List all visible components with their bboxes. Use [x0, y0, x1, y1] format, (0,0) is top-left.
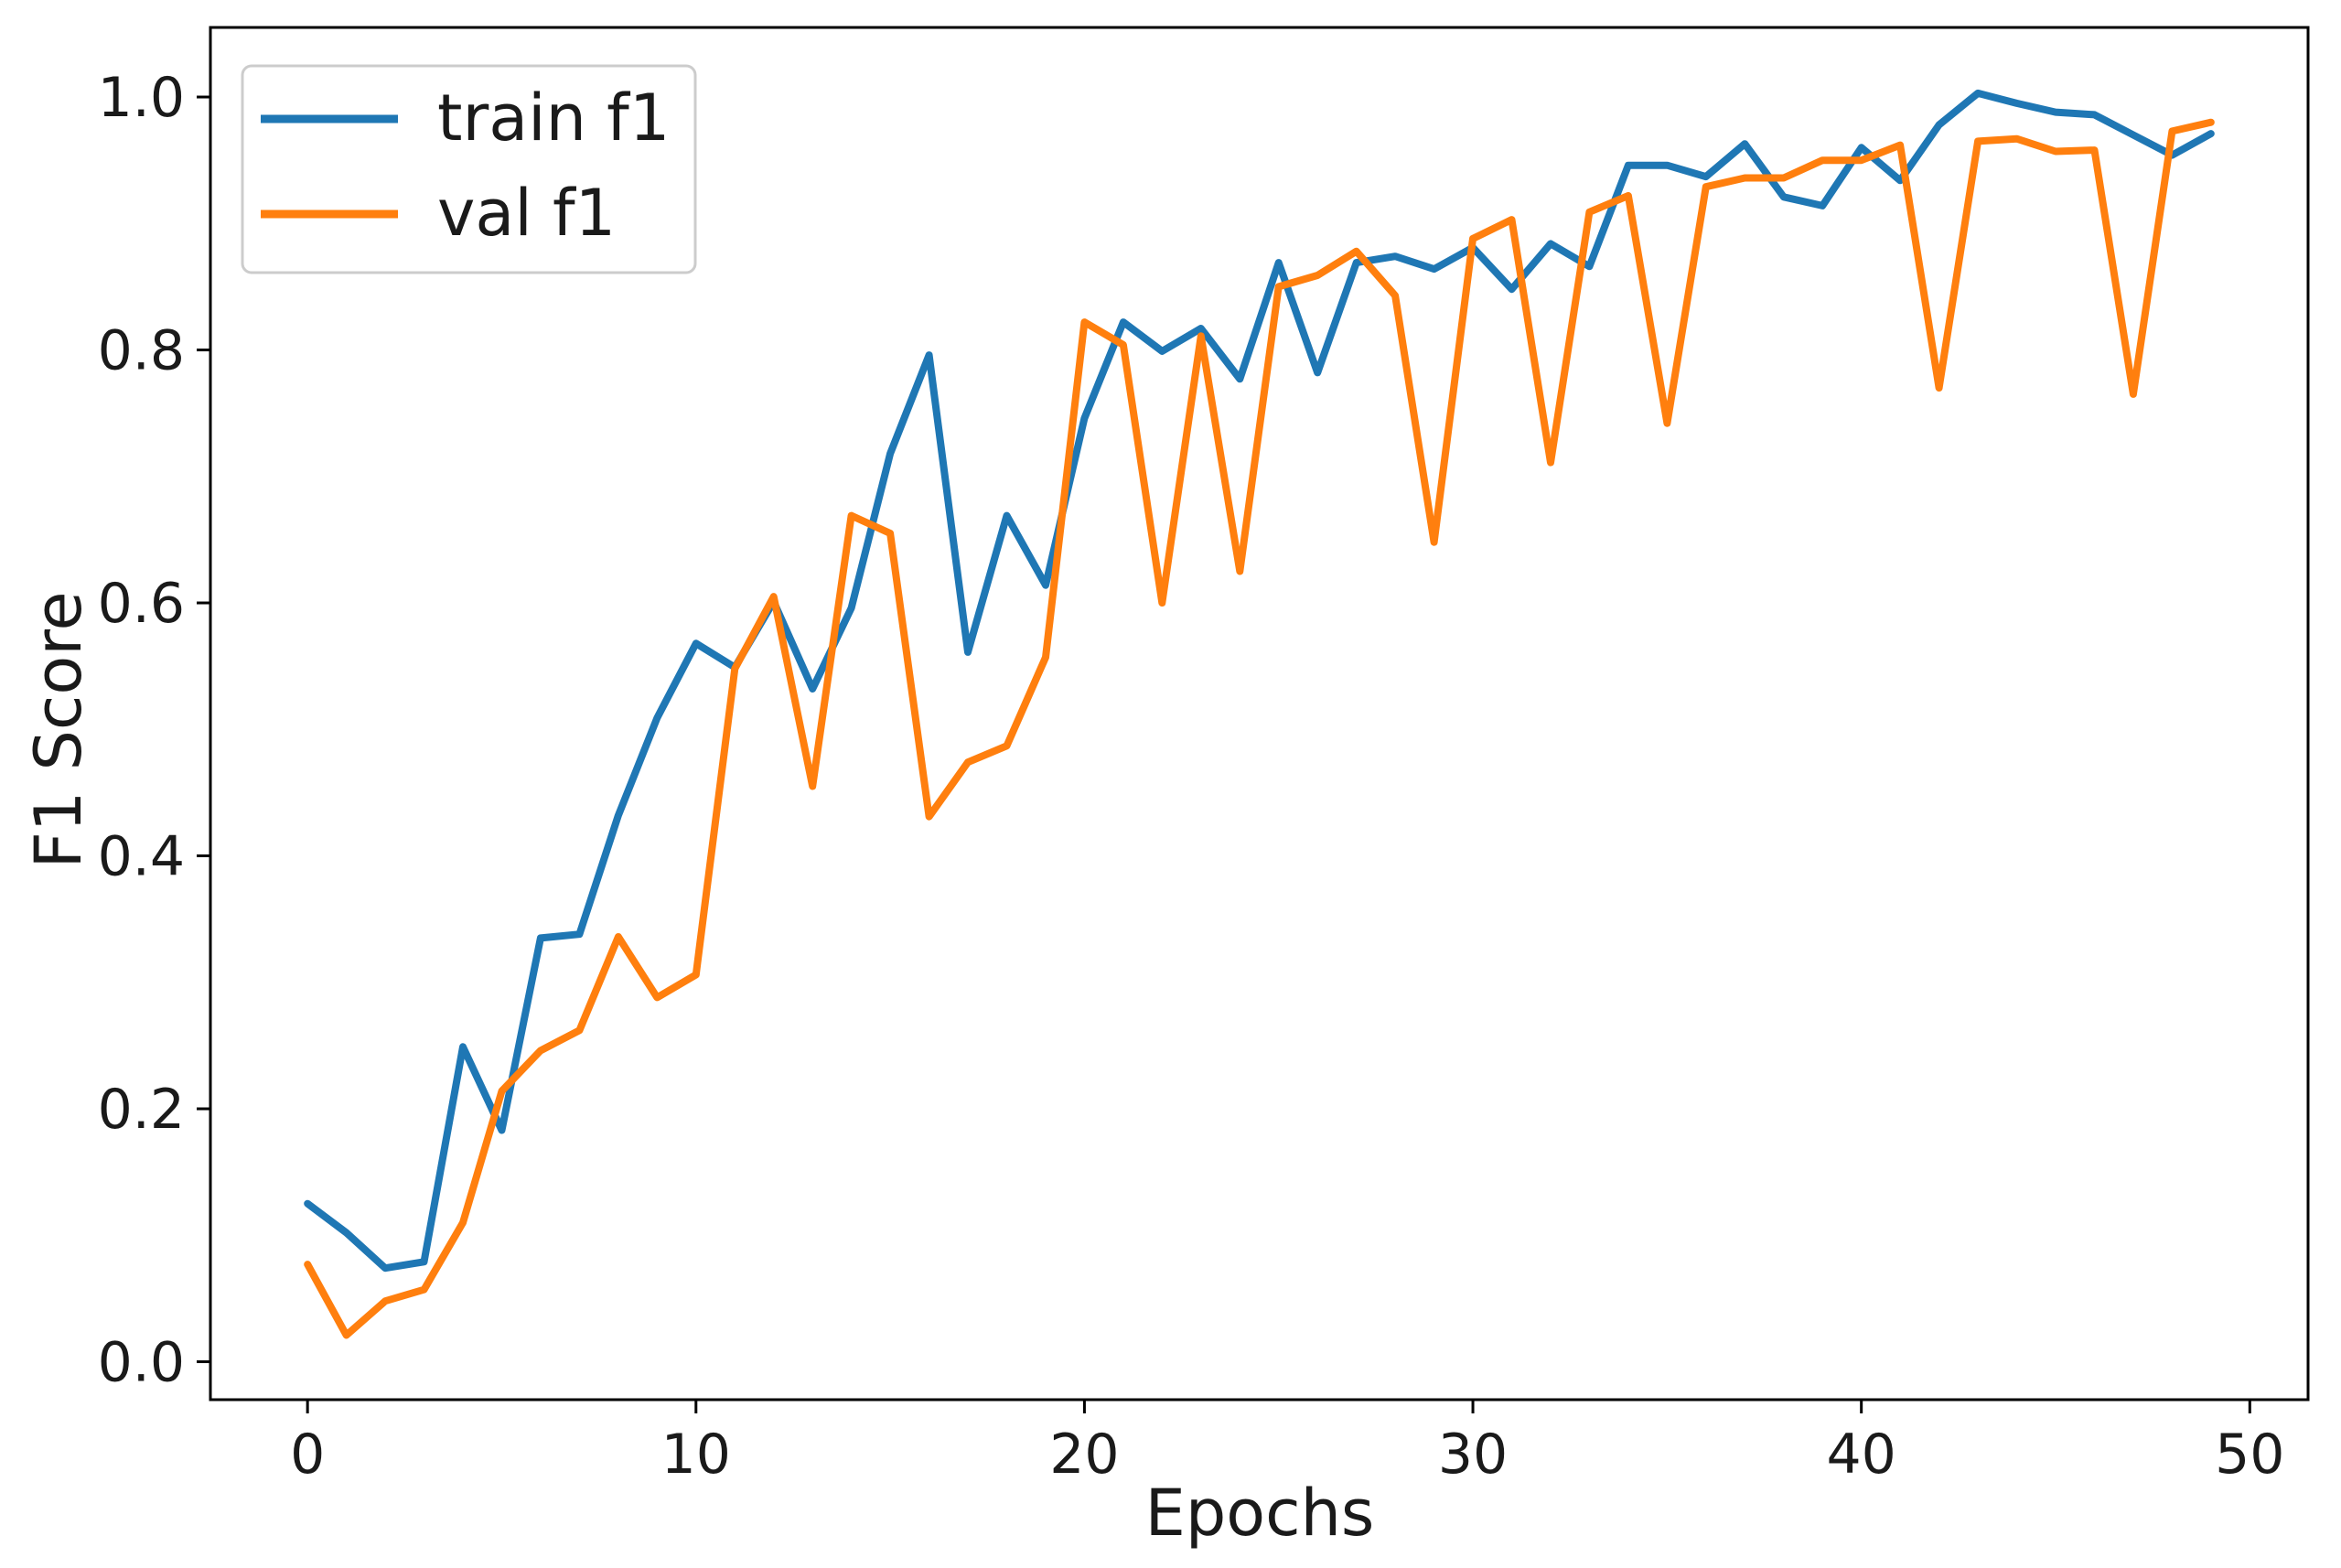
x-tick-label: 50	[2215, 1423, 2284, 1487]
x-tick-label: 30	[1438, 1423, 1508, 1487]
y-tick-label: 0.6	[98, 572, 185, 636]
y-axis-label: F1 Score	[21, 591, 96, 868]
x-tick-label: 20	[1049, 1423, 1119, 1487]
y-tick-label: 0.8	[98, 319, 185, 383]
y-tick-label: 0.2	[98, 1078, 185, 1142]
x-axis: 0 10 20 30 40 50	[290, 1400, 2284, 1487]
x-tick-label: 10	[661, 1423, 731, 1487]
series-line-val-f1	[304, 118, 2215, 1339]
x-axis-label: Epochs	[1145, 1476, 1375, 1551]
y-tick-label: 0.4	[98, 825, 185, 889]
legend-label-train-f1: train f1	[437, 81, 670, 156]
plot-frame	[209, 26, 2310, 1402]
x-tick-label: 40	[1826, 1423, 1895, 1487]
series-line-train-f1	[304, 89, 2215, 1273]
y-tick-label: 0.0	[98, 1331, 185, 1395]
y-axis: 0.0 0.2 0.4 0.6 0.8 1.0	[98, 66, 210, 1395]
legend-label-val-f1: val f1	[437, 176, 616, 251]
plot-lines	[304, 89, 2215, 1339]
legend: train f1 val f1	[241, 64, 697, 274]
y-tick-label: 1.0	[98, 66, 185, 130]
x-tick-label: 0	[290, 1423, 325, 1487]
